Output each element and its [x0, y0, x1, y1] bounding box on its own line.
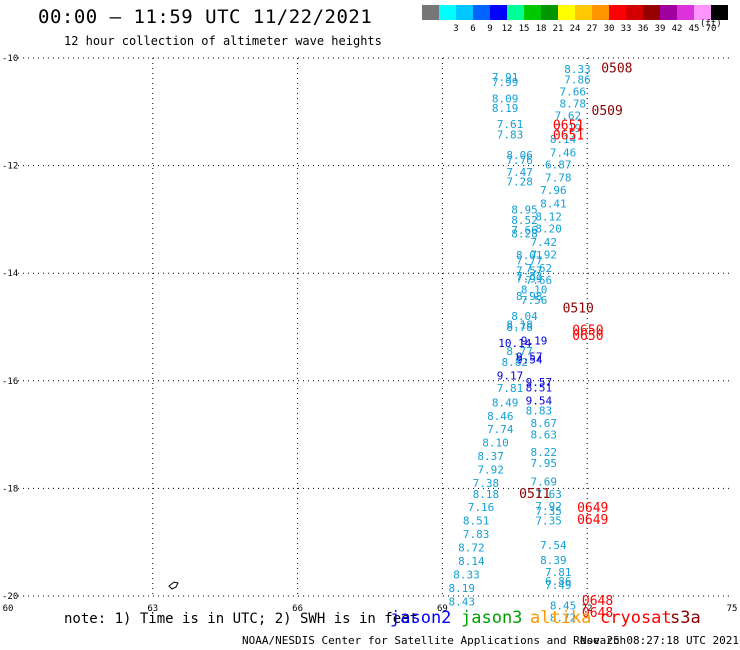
- satellite-jason3: jason3: [461, 608, 522, 628]
- pass-time: 0650: [572, 329, 603, 344]
- wave-height-value: 8.46: [487, 410, 514, 423]
- lat-tick-label: -10: [2, 54, 18, 64]
- wave-height-value: 7.16: [468, 501, 495, 514]
- wave-height-value: 8.10: [482, 437, 509, 450]
- map-note: note: 1) Time is in UTC; 2) SWH is in fe…: [64, 611, 418, 627]
- observations: 7.917.998.098.197.617.838.067.767.477.28…: [448, 63, 590, 625]
- pass-time: 0649: [577, 513, 608, 528]
- wave-height-value: 8.19: [492, 102, 519, 115]
- pass-time: 0509: [592, 104, 623, 119]
- wave-height-value: 8.20: [535, 223, 562, 236]
- lat-tick-label: -12: [2, 162, 18, 172]
- pass-time: 0510: [563, 302, 594, 317]
- wave-height-value: 8.33: [453, 568, 480, 581]
- wave-height-value: 7.28: [506, 176, 533, 189]
- lon-tick-label: 75: [727, 604, 738, 614]
- wave-height-value: 8.41: [540, 197, 567, 210]
- footer-timestamp: Nov 25 08:27:18 UTC 2021: [580, 634, 739, 647]
- satellite-altika: altika: [530, 608, 591, 628]
- wave-height-value: 8.83: [526, 404, 553, 417]
- wave-height-value: 7.83: [463, 528, 490, 541]
- lat-tick-label: -18: [2, 484, 18, 494]
- wave-height-value: 7.96: [540, 184, 567, 197]
- wave-height-value: 7.62: [526, 262, 553, 275]
- satellite-s3a: s3a: [670, 608, 701, 628]
- wave-height-value: 7.35: [535, 515, 562, 528]
- wave-height-value: 7.92: [531, 248, 558, 261]
- wave-height-value: 8.14: [458, 555, 485, 568]
- wave-height-value: 7.49: [545, 579, 572, 592]
- pass-time: 0511: [519, 487, 550, 502]
- pass-time: 0508: [601, 62, 632, 77]
- wave-height-value: 8.18: [473, 488, 500, 501]
- wave-height-value: 7.54: [540, 539, 567, 552]
- wave-height-value: 7.74: [487, 423, 514, 436]
- wave-height-value: 7.78: [545, 171, 572, 184]
- map-grid: [18, 58, 732, 596]
- wave-height-value: 7.81: [497, 382, 524, 395]
- island-outline: [169, 582, 178, 589]
- wave-height-value: 8.63: [531, 429, 558, 442]
- lon-tick-label: 60: [3, 604, 14, 614]
- wave-height-value: 9.19: [521, 334, 548, 347]
- wave-height-value: 7.92: [477, 464, 504, 477]
- wave-height-value: 7.42: [531, 236, 558, 249]
- footer-credit: NOAA/NESDIS Center for Satellite Applica…: [242, 634, 626, 647]
- wave-height-value: 6.87: [545, 159, 572, 172]
- wave-height-map: 60 63 66 69 72 75-10-12-14-16-18-20 7.917.998…: [0, 0, 740, 650]
- wave-height-value: 8.43: [448, 595, 475, 608]
- wave-height-value: 7.83: [497, 128, 524, 141]
- wave-height-value: 7.95: [531, 457, 558, 470]
- wave-height-value: 7.66: [526, 274, 553, 287]
- wave-height-value: 9.17: [497, 369, 524, 382]
- wave-height-value: 7.99: [492, 76, 519, 89]
- satellite-cryosat: cryosat: [600, 608, 672, 628]
- wave-height-value: 8.49: [492, 396, 519, 409]
- wave-height-value: 8.78: [506, 321, 533, 334]
- lat-tick-label: -16: [2, 377, 18, 387]
- lat-tick-label: -14: [2, 269, 18, 279]
- wave-height-value: 8.19: [448, 582, 475, 595]
- wave-height-value: 9.54: [516, 353, 543, 366]
- wave-height-value: 8.72: [458, 542, 485, 555]
- wave-height-value: 8.37: [477, 450, 504, 463]
- wave-height-value: 7.56: [521, 294, 548, 307]
- wave-height-value: 7.66: [559, 85, 586, 98]
- wave-height-value: 8.51: [463, 515, 490, 528]
- satellite-jason2: jason2: [390, 608, 451, 628]
- axis-labels: 60 63 66 69 72 75-10-12-14-16-18-20: [2, 54, 737, 614]
- lat-tick-label: -20: [2, 592, 18, 602]
- pass-time: 0651: [553, 128, 584, 143]
- wave-height-value: 8.51: [526, 381, 553, 394]
